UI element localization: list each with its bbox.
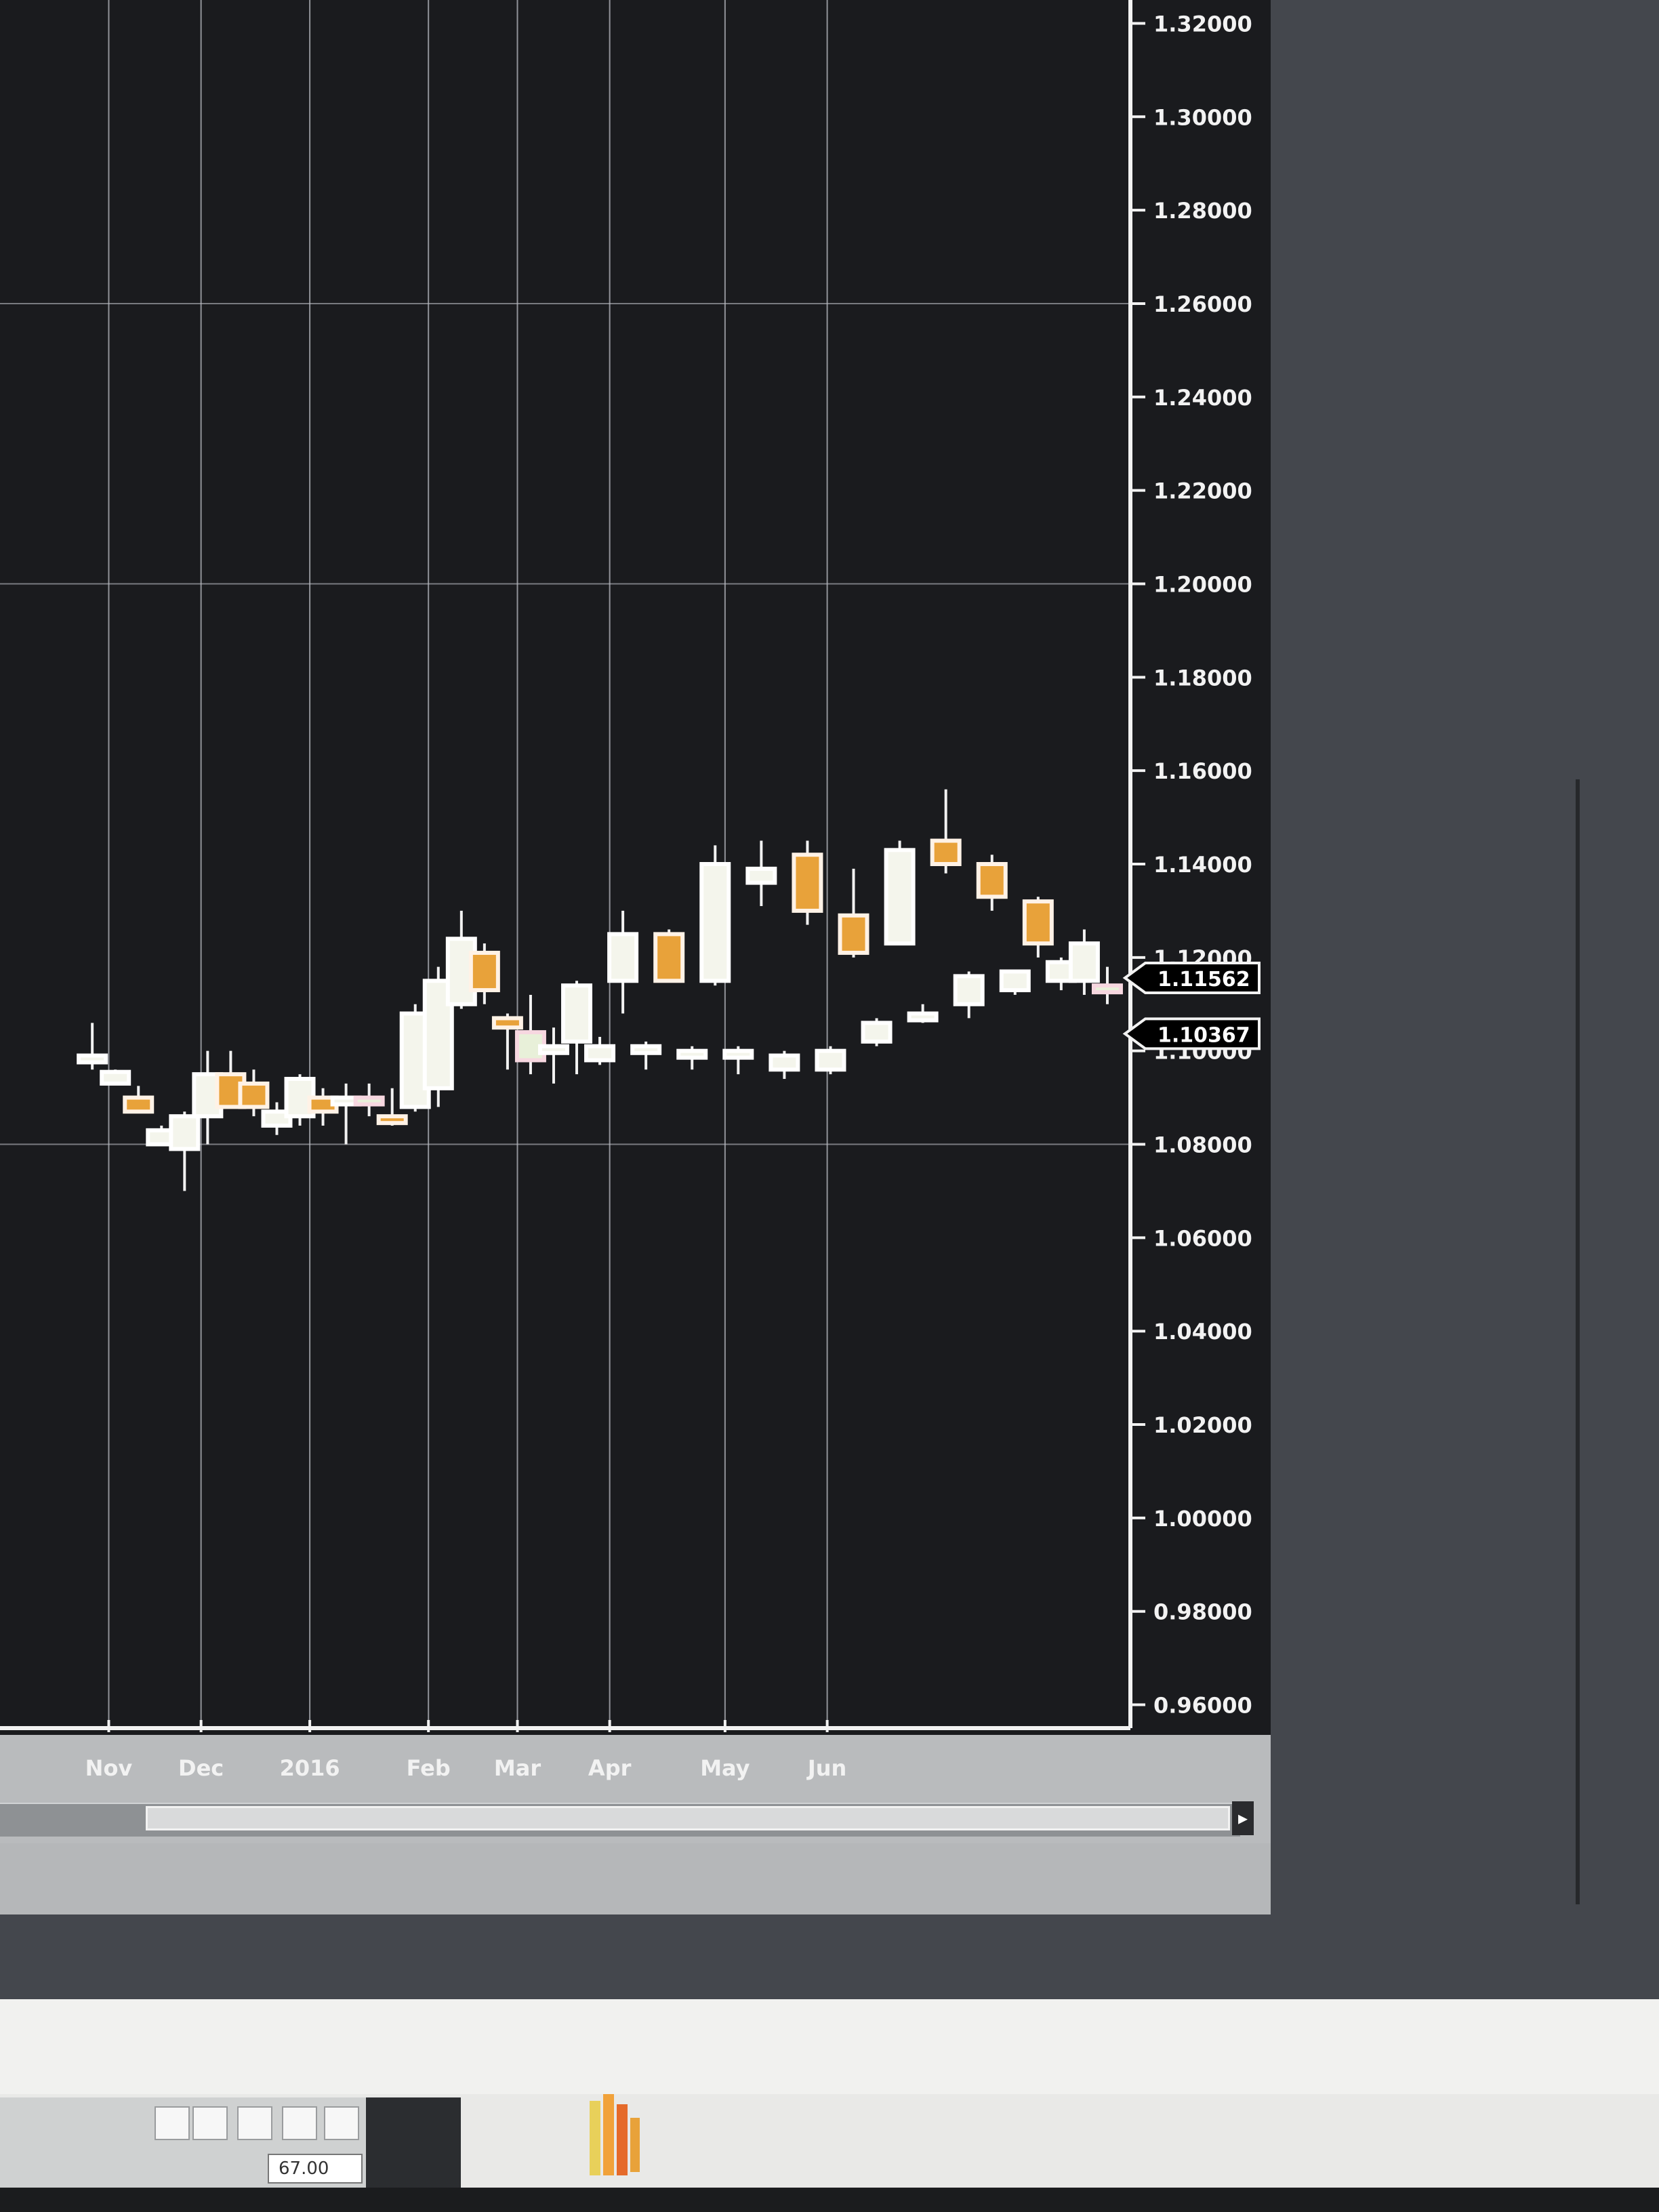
candle-body: [584, 1044, 616, 1063]
candle-body: [537, 1044, 569, 1055]
chart-scrollbar-thumb[interactable]: [146, 1806, 1230, 1830]
y-tick-label: 1.04000: [1153, 1319, 1252, 1345]
price-label-box: [1122, 962, 1261, 995]
candle-body: [376, 1114, 408, 1126]
y-tick-label: 1.22000: [1153, 478, 1252, 504]
price-label-text: 1.10367: [1158, 1023, 1250, 1047]
candle-body: [238, 1081, 270, 1109]
app-bottom-panel: [0, 1843, 1271, 1914]
candle-body: [123, 1095, 155, 1114]
x-tick-label: Jun: [806, 1755, 846, 1781]
chart-area[interactable]: Nov Dec 2016 Feb Mar Apr May Jun 1.32000 1.30000 1…: [0, 0, 1271, 1781]
candle-body: [169, 1114, 201, 1151]
candle-body: [561, 983, 593, 1044]
window-edge: [1576, 779, 1580, 1904]
price-label-text: 1.11562: [1158, 968, 1250, 991]
y-tick-label: 1.20000: [1153, 571, 1252, 597]
colored-blob-icon: [590, 2094, 640, 2175]
candle-body: [976, 862, 1008, 899]
trading-app-window: Nov Dec 2016 Feb Mar Apr May Jun 1.32000 1.30000 1…: [0, 0, 1271, 1914]
candle-body: [630, 1044, 662, 1055]
x-tick-label: Dec: [178, 1755, 224, 1781]
candle-body: [769, 1053, 800, 1072]
x-tick-label: Mar: [494, 1755, 541, 1781]
lower-window-band: [0, 1999, 1659, 2094]
candle-body: [1068, 941, 1100, 983]
candle-body: [491, 1016, 523, 1030]
candle-body: [676, 1048, 708, 1060]
y-tick-label: 1.18000: [1153, 665, 1252, 691]
y-tick-label: 0.98000: [1153, 1599, 1252, 1625]
y-tick-label: 1.02000: [1153, 1412, 1252, 1438]
y-tick-label: 1.08000: [1153, 1132, 1252, 1158]
candle-body: [607, 932, 639, 983]
price-label-box: [1122, 1017, 1261, 1050]
x-tick-label: Feb: [407, 1755, 451, 1781]
monitor-bottom-bezel: [0, 2188, 1659, 2212]
candle-body: [1022, 899, 1054, 946]
toolbar-value-field[interactable]: 67.00: [268, 2154, 363, 2184]
candle-body: [861, 1021, 893, 1044]
y-tick-label: 1.28000: [1153, 198, 1252, 224]
x-tick-label: Nov: [85, 1755, 133, 1781]
candle-body: [792, 853, 823, 913]
y-tick-label: 1.16000: [1153, 758, 1252, 784]
toolbar-dark-panel: [366, 2097, 461, 2189]
candle-body: [699, 862, 731, 983]
candle-body: [1091, 983, 1123, 995]
scroll-right-arrow-icon[interactable]: ▸: [1232, 1801, 1254, 1835]
y-tick-label: 1.24000: [1153, 385, 1252, 411]
candle-body: [838, 913, 869, 955]
candle-body: [722, 1048, 754, 1060]
y-tick-label: 1.06000: [1153, 1225, 1252, 1251]
y-tick-label: 1.00000: [1153, 1506, 1252, 1532]
y-tick-label: 1.32000: [1153, 11, 1252, 37]
candle-body: [999, 969, 1031, 993]
toolbar-button-5[interactable]: [324, 2106, 359, 2140]
x-tick-label: 2016: [280, 1755, 340, 1781]
x-tick-label: May: [700, 1755, 750, 1781]
x-tick-label: Apr: [588, 1755, 632, 1781]
candle-body: [930, 838, 962, 866]
candle-body: [77, 1053, 108, 1065]
candle-body: [815, 1048, 846, 1072]
candle-body: [100, 1069, 131, 1086]
candle-body: [907, 1011, 939, 1023]
candle-body: [653, 932, 685, 983]
toolbar-button-4[interactable]: [282, 2106, 317, 2140]
y-tick-label: 1.26000: [1153, 291, 1252, 317]
y-tick-label: 1.30000: [1153, 104, 1252, 130]
candlestick-chart[interactable]: Nov Dec 2016 Feb Mar Apr May Jun 1.32000 1.30000 1…: [0, 0, 1271, 1803]
candle-body: [953, 974, 985, 1006]
candle-body: [353, 1095, 385, 1107]
toolbar-button-3[interactable]: [237, 2106, 272, 2140]
toolbar-button-2[interactable]: [192, 2106, 228, 2140]
y-tick-label: 0.96000: [1153, 1693, 1252, 1719]
y-tick-label: 1.14000: [1153, 852, 1252, 878]
candle-body: [468, 950, 500, 993]
toolbar-button-1[interactable]: [155, 2106, 190, 2140]
candle-body: [261, 1109, 293, 1128]
candle-body: [884, 848, 916, 946]
candle-body: [745, 866, 777, 885]
